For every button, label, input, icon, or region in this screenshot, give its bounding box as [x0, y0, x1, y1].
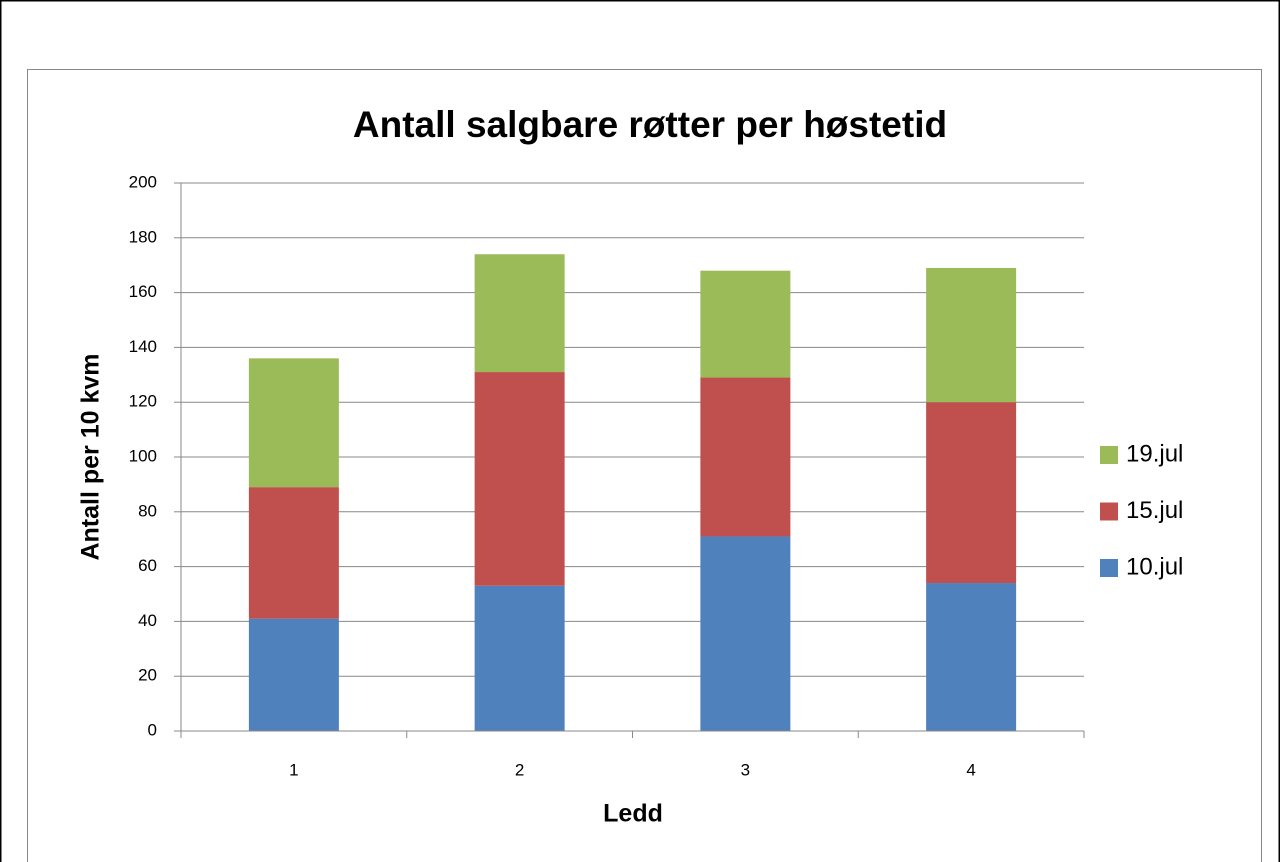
y-tick-label: 100 [129, 446, 157, 465]
bar-segment [248, 487, 339, 619]
legend-label: 19.jul [1126, 440, 1183, 467]
bar-segment [700, 536, 791, 731]
legend-swatch [1100, 502, 1118, 521]
x-axis-label: Ledd [603, 800, 663, 828]
bar-segment [926, 583, 1017, 731]
y-tick-label: 0 [148, 720, 157, 739]
y-tick-label: 200 [129, 172, 157, 191]
bar-segment [248, 618, 339, 731]
chart-title: Antall salgbare røtter per høstetid [353, 104, 947, 145]
chart-frame [27, 69, 1262, 862]
y-tick-label: 140 [129, 337, 157, 356]
bar-segment [474, 254, 565, 373]
y-tick-label: 180 [129, 227, 157, 246]
bar-segment [474, 372, 565, 586]
x-tick-label: 3 [741, 760, 750, 779]
y-tick-label: 80 [138, 501, 157, 520]
x-tick-label: 2 [515, 760, 524, 779]
legend-label: 15.jul [1126, 497, 1183, 524]
y-tick-label: 40 [138, 611, 157, 630]
legend-swatch [1100, 446, 1118, 464]
x-tick-label: 4 [966, 760, 975, 779]
legend-swatch [1100, 559, 1118, 577]
legend-label: 10.jul [1126, 553, 1183, 580]
y-axis-label: Antall per 10 kvm [77, 353, 105, 560]
y-tick-label: 60 [138, 556, 157, 575]
bar-segment [700, 270, 791, 378]
y-tick-label: 120 [129, 392, 157, 411]
bar-segment [700, 377, 791, 537]
bar-segment [248, 358, 339, 488]
bar-segment [926, 267, 1017, 403]
bar-segment [474, 585, 565, 731]
y-tick-label: 160 [129, 282, 157, 301]
x-tick-label: 1 [289, 760, 298, 779]
y-tick-label: 20 [138, 666, 157, 685]
bar-segment [926, 402, 1017, 584]
